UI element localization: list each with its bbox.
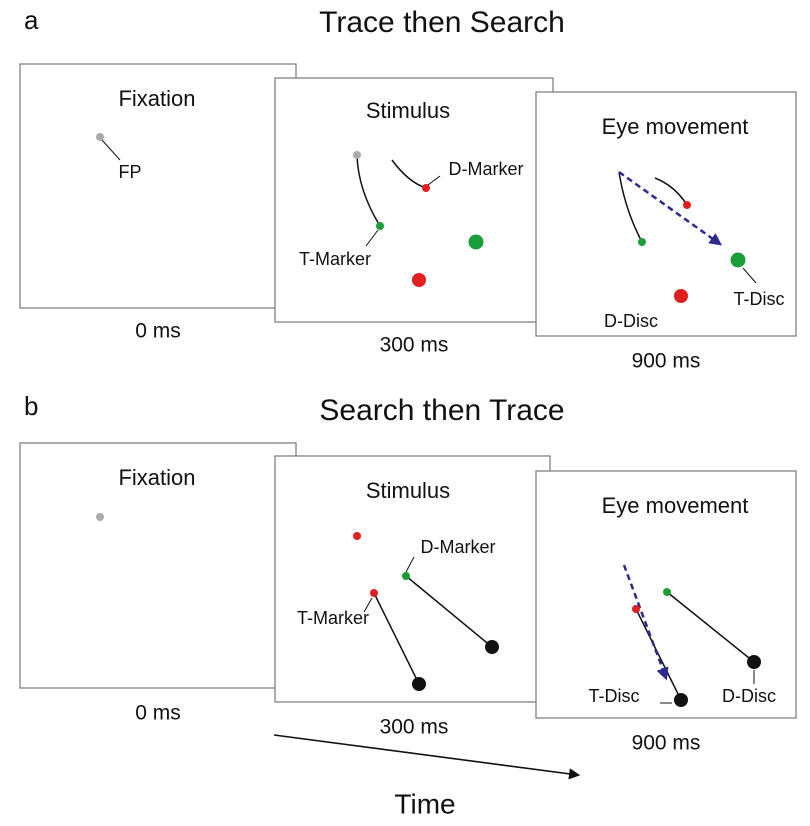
disc (674, 693, 688, 707)
label: D-Marker (421, 537, 496, 557)
leader (365, 229, 379, 247)
dot (370, 589, 378, 597)
leader (363, 597, 373, 613)
disc (412, 677, 426, 691)
frame (274, 455, 551, 703)
frame (535, 91, 797, 337)
time: 0 ms (135, 702, 181, 725)
trace (618, 171, 643, 243)
frame-title: Stimulus (366, 478, 450, 503)
leader (101, 139, 121, 161)
frame-title: Fixation (118, 86, 195, 111)
leader (405, 556, 415, 573)
panel-letter: b (24, 391, 38, 421)
label: D-Disc (722, 686, 776, 706)
dot (96, 513, 104, 521)
frame (19, 442, 297, 689)
time: 300 ms (380, 716, 449, 739)
label: D-Marker (449, 159, 524, 179)
label: D-Disc (604, 311, 658, 331)
frame-title: Eye movement (602, 493, 749, 518)
eye-path (622, 564, 669, 681)
disc (468, 234, 484, 250)
disc (674, 289, 688, 303)
time: 0 ms (135, 320, 181, 343)
dot (422, 184, 430, 192)
panel-letter: a (24, 5, 39, 35)
frame-title: Fixation (118, 465, 195, 490)
disc (412, 273, 426, 287)
eye-path (618, 170, 723, 246)
trace (405, 575, 493, 648)
leader (742, 267, 757, 284)
label: T-Marker (299, 249, 371, 269)
label: FP (118, 162, 141, 182)
panel-title: Trace then Search (319, 6, 565, 39)
dot (402, 572, 410, 580)
time-arrow (273, 734, 581, 780)
label: T-Marker (297, 608, 369, 628)
disc (485, 640, 499, 654)
dot (638, 238, 646, 246)
dot (683, 201, 691, 209)
disc (747, 655, 761, 669)
frame-title: Stimulus (366, 98, 450, 123)
dot (663, 588, 671, 596)
dot (632, 605, 640, 613)
frame-title: Eye movement (602, 114, 749, 139)
disc (730, 252, 746, 268)
label: T-Disc (589, 686, 640, 706)
trace (373, 592, 420, 685)
trace (666, 591, 755, 663)
dot (376, 222, 384, 230)
frame (19, 63, 297, 309)
label: T-Disc (734, 289, 785, 309)
panel-title: Search then Trace (319, 394, 564, 427)
time: 300 ms (380, 334, 449, 357)
trace (356, 154, 381, 227)
time: 900 ms (632, 350, 701, 373)
dot (96, 133, 104, 141)
dot (353, 151, 361, 159)
leader (427, 175, 441, 186)
dot (353, 532, 361, 540)
time-label: Time (394, 788, 455, 819)
time: 900 ms (632, 732, 701, 755)
